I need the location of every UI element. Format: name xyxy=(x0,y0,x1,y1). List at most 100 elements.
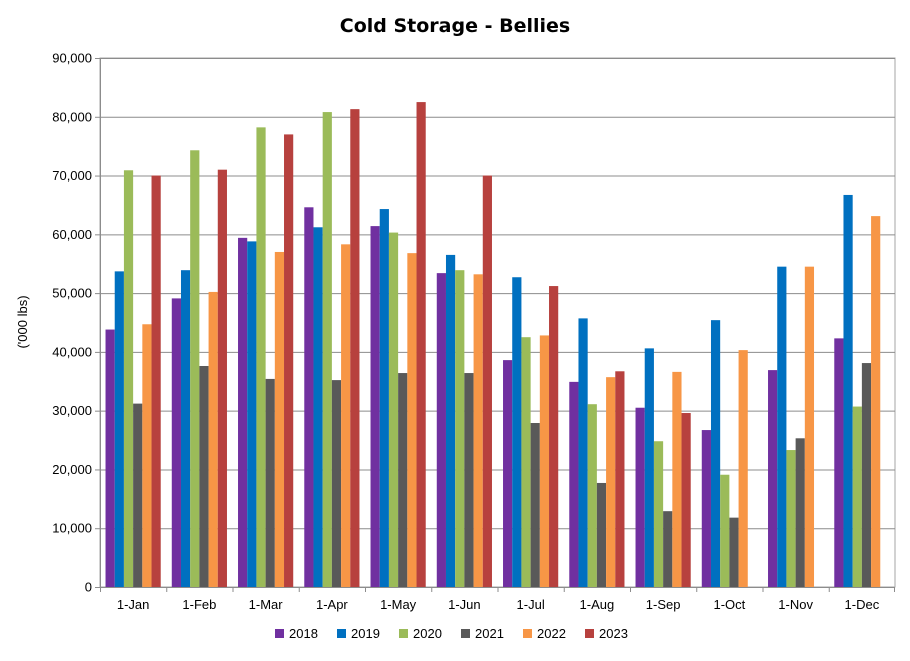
bar-2020-1-Dec xyxy=(852,406,862,587)
y-tick-label: 60,000 xyxy=(52,227,92,242)
bar-2021-1-Dec xyxy=(861,363,872,587)
bar-2023-1-Apr xyxy=(350,109,360,588)
legend-label-2018: 2018 xyxy=(289,626,318,641)
bar-2018-1-Aug xyxy=(569,381,579,587)
x-tick-label: 1-Aug xyxy=(580,597,615,612)
bar-2020-1-Jul xyxy=(521,337,531,587)
bar-2019-1-May xyxy=(379,209,389,587)
legend-label-2022: 2022 xyxy=(537,626,566,641)
x-tick-label: 1-Jan xyxy=(117,597,150,612)
legend-swatch-2020 xyxy=(399,629,408,638)
bar-2021-1-Sep xyxy=(663,511,673,587)
bar-2020-1-Apr xyxy=(322,112,332,587)
bar-2022-1-Mar xyxy=(274,251,285,587)
legend-label-2021: 2021 xyxy=(475,626,504,641)
legend-swatch-2023 xyxy=(585,629,594,638)
bar-2021-1-Mar xyxy=(265,378,275,587)
bar-2022-1-Apr xyxy=(341,244,351,587)
x-tick-label: 1-Dec xyxy=(845,597,880,612)
legend-swatch-2022 xyxy=(523,629,532,638)
bar-2021-1-Nov xyxy=(795,438,805,587)
bar-2020-1-Sep xyxy=(653,441,664,587)
legend-label-2020: 2020 xyxy=(413,626,442,641)
bar-2019-1-Dec xyxy=(843,194,853,588)
bar-2023-1-Mar xyxy=(284,134,294,587)
legend-swatch-2018 xyxy=(275,629,284,638)
bar-2020-1-Oct xyxy=(720,474,730,587)
y-tick-label: 10,000 xyxy=(52,521,92,536)
bar-2022-1-Jun xyxy=(473,274,483,587)
bar-2019-1-Sep xyxy=(644,348,654,587)
bar-2023-1-Aug xyxy=(615,371,625,587)
y-tick-label: 40,000 xyxy=(52,344,92,359)
y-tick-label: 90,000 xyxy=(52,51,92,66)
bar-2023-1-Sep xyxy=(681,413,691,587)
bar-2023-1-Feb xyxy=(217,169,227,587)
bar-2023-1-Jul xyxy=(549,286,559,587)
bar-2020-1-Feb xyxy=(190,150,200,587)
y-tick-label: 30,000 xyxy=(52,403,92,418)
y-tick-label: 80,000 xyxy=(52,109,92,124)
bar-2020-1-Jan xyxy=(123,170,134,587)
bar-2020-1-Aug xyxy=(587,404,597,587)
bar-2018-1-Jul xyxy=(503,360,513,587)
bar-2018-1-Mar xyxy=(238,237,248,588)
bar-2020-1-Nov xyxy=(786,450,796,587)
bar-2018-1-Sep xyxy=(635,407,645,587)
bar-2020-1-Jun xyxy=(455,270,465,587)
bar-2020-1-May xyxy=(388,232,399,587)
bar-2019-1-Aug xyxy=(578,318,588,587)
bar-2018-1-Nov xyxy=(768,370,778,587)
bar-2023-1-May xyxy=(416,102,426,587)
bar-2019-1-Jan xyxy=(114,271,124,587)
bar-2018-1-Feb xyxy=(171,298,181,587)
bar-2018-1-Jan xyxy=(105,329,115,587)
bar-2018-1-Apr xyxy=(304,207,314,587)
bar-2022-1-Sep xyxy=(672,371,682,587)
x-tick-label: 1-May xyxy=(380,597,417,612)
x-tick-label: 1-Jul xyxy=(517,597,545,612)
bar-2018-1-Jun xyxy=(436,273,446,587)
bar-2021-1-Apr xyxy=(331,380,342,587)
bar-2018-1-Oct xyxy=(701,430,711,587)
y-axis-label: ('000 lbs) xyxy=(15,295,30,348)
bar-2021-1-Jan xyxy=(133,403,143,587)
bar-2020-1-Mar xyxy=(256,127,266,587)
y-tick-label: 70,000 xyxy=(52,168,92,183)
bar-2022-1-Oct xyxy=(738,350,748,587)
x-tick-label: 1-Nov xyxy=(778,597,813,612)
legend-label-2019: 2019 xyxy=(351,626,380,641)
y-tick-label: 0 xyxy=(85,580,92,595)
bar-2021-1-Jun xyxy=(464,373,474,587)
legend-swatch-2019 xyxy=(337,629,346,638)
bar-2023-1-Jan xyxy=(151,175,161,588)
bar-2021-1-Aug xyxy=(596,482,607,587)
bar-2019-1-Jul xyxy=(512,277,522,587)
bar-2022-1-Jan xyxy=(142,324,152,587)
bar-2023-1-Jun xyxy=(482,175,492,588)
bar-2021-1-Oct xyxy=(729,517,739,587)
bar-2022-1-Jul xyxy=(539,335,550,587)
x-tick-label: 1-Sep xyxy=(646,597,681,612)
bar-2019-1-Oct xyxy=(710,320,721,587)
bar-2018-1-Dec xyxy=(834,338,844,587)
bar-2019-1-Apr xyxy=(313,227,323,587)
bar-2018-1-May xyxy=(370,226,380,588)
bar-2019-1-Mar xyxy=(247,241,257,588)
y-tick-label: 50,000 xyxy=(52,286,92,301)
x-tick-label: 1-Jun xyxy=(448,597,481,612)
x-tick-label: 1-Oct xyxy=(713,597,745,612)
bar-2021-1-May xyxy=(398,373,408,587)
y-tick-label: 20,000 xyxy=(52,462,92,477)
bar-2021-1-Feb xyxy=(199,365,209,587)
bar-2022-1-Nov xyxy=(804,266,815,587)
bar-2021-1-Jul xyxy=(530,423,540,587)
bar-2022-1-Dec xyxy=(871,216,881,587)
chart-title: Cold Storage - Bellies xyxy=(340,15,570,37)
legend-swatch-2021 xyxy=(461,629,470,638)
bar-2019-1-Nov xyxy=(777,266,787,587)
bar-2019-1-Jun xyxy=(445,254,456,587)
plot-area: 0 10,000 20,000 30,000 40,000 50,000 60,000 70,… xyxy=(52,51,896,612)
